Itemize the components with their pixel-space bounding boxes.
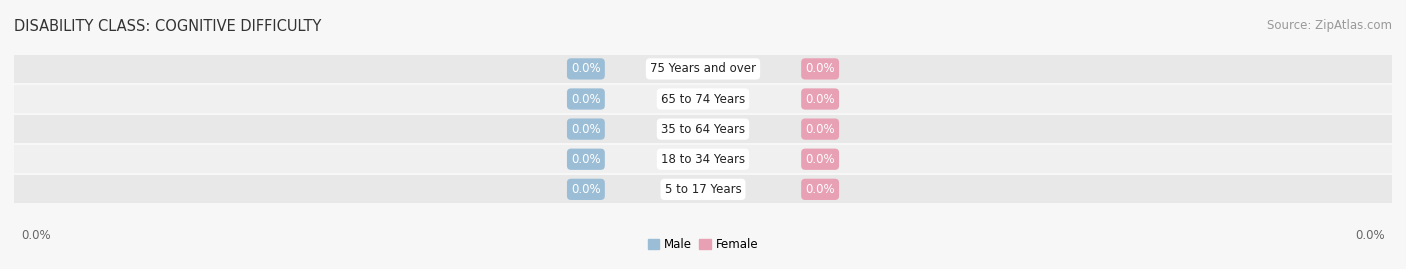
Text: 35 to 64 Years: 35 to 64 Years [661, 123, 745, 136]
Bar [14, 85, 1392, 113]
Text: 0.0%: 0.0% [806, 62, 835, 75]
Text: 0.0%: 0.0% [806, 183, 835, 196]
Legend: Male, Female: Male, Female [643, 233, 763, 256]
Text: 18 to 34 Years: 18 to 34 Years [661, 153, 745, 166]
Text: 0.0%: 0.0% [571, 153, 600, 166]
Bar [14, 145, 1392, 173]
Bar [14, 115, 1392, 143]
Bar [14, 55, 1392, 83]
Text: DISABILITY CLASS: COGNITIVE DIFFICULTY: DISABILITY CLASS: COGNITIVE DIFFICULTY [14, 19, 322, 34]
Text: Source: ZipAtlas.com: Source: ZipAtlas.com [1267, 19, 1392, 32]
Text: 0.0%: 0.0% [1355, 229, 1385, 242]
Text: 0.0%: 0.0% [21, 229, 51, 242]
Text: 75 Years and over: 75 Years and over [650, 62, 756, 75]
Text: 5 to 17 Years: 5 to 17 Years [665, 183, 741, 196]
Text: 0.0%: 0.0% [571, 183, 600, 196]
Text: 0.0%: 0.0% [571, 62, 600, 75]
Text: 0.0%: 0.0% [806, 93, 835, 105]
Text: 0.0%: 0.0% [806, 123, 835, 136]
Text: 65 to 74 Years: 65 to 74 Years [661, 93, 745, 105]
Text: 0.0%: 0.0% [571, 123, 600, 136]
Bar [14, 175, 1392, 203]
Text: 0.0%: 0.0% [571, 93, 600, 105]
Text: 0.0%: 0.0% [806, 153, 835, 166]
